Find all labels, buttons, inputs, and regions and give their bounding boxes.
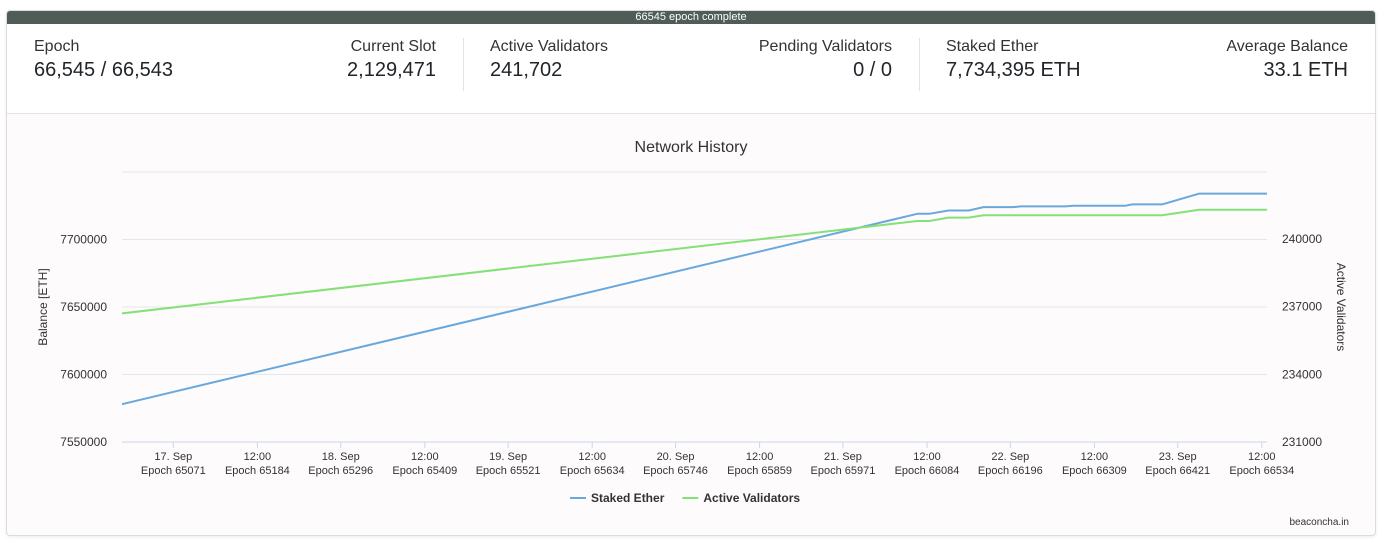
x-tick-label: 12:00 [578, 451, 606, 463]
series-line-active-validators[interactable] [121, 208, 1267, 315]
chart-title: Network History [635, 139, 748, 156]
legend-item-label[interactable]: Active Validators [703, 491, 800, 505]
x-tick-epoch-label: Epoch 65409 [392, 465, 457, 477]
stat-staked-ether-value: 7,734,395 ETH [946, 59, 1081, 81]
y2-axis-label: Active Validators [1334, 263, 1348, 351]
x-tick-label: 21. Sep [824, 451, 862, 463]
x-tick-epoch-label: Epoch 66309 [1062, 465, 1127, 477]
network-history-chart[interactable]: Network History 7550000 7600000 7650000 770… [7, 114, 1375, 535]
y-tick-label: 7650000 [60, 300, 107, 314]
x-tick-label: 12:00 [411, 451, 439, 463]
x-tick-label: 22. Sep [991, 451, 1029, 463]
stat-current-slot-label: Current Slot [350, 38, 436, 55]
x-tick-label: 12:00 [1081, 451, 1109, 463]
stat-epoch-label: Epoch [34, 38, 80, 55]
y2-tick-label: 234000 [1282, 367, 1322, 381]
stat-average-balance: Average Balance 33.1 ETH [1226, 24, 1348, 113]
stat-current-slot-value: 2,129,471 [347, 59, 436, 81]
stat-pending-validators: Pending Validators 0 / 0 [759, 24, 892, 113]
x-tick-label: 20. Sep [657, 451, 695, 463]
x-tick-epoch-label: Epoch 66421 [1145, 465, 1210, 477]
x-tick-label: 17. Sep [154, 451, 192, 463]
x-tick-label: 12:00 [244, 451, 272, 463]
chart-legend: Staked Ether Active Validators [570, 491, 800, 505]
x-axis-ticks: 17. Sep Epoch 65071 12:00 Epoch 65184 18. Se… [141, 442, 1294, 477]
stat-staked-ether-label: Staked Ether [946, 38, 1039, 55]
x-tick-epoch-label: Epoch 65296 [308, 465, 373, 477]
x-tick-label: 12:00 [913, 451, 941, 463]
y-tick-label: 7700000 [60, 233, 107, 247]
stat-pending-validators-value: 0 / 0 [853, 59, 892, 81]
stat-active-validators: Active Validators 241,702 [490, 24, 608, 113]
x-tick-label: 18. Sep [322, 451, 360, 463]
x-tick-epoch-label: Epoch 65859 [727, 465, 792, 477]
network-history-chart-area: Network History 7550000 7600000 7650000 770… [7, 114, 1375, 535]
stat-active-validators-label: Active Validators [490, 38, 608, 55]
x-tick-label: 12:00 [746, 451, 774, 463]
y2-tick-label: 237000 [1282, 300, 1322, 314]
y-axis-ticks: 7550000 7600000 7650000 7700000 [60, 233, 107, 450]
y2-tick-label: 240000 [1282, 232, 1322, 246]
x-tick-label: 23. Sep [1159, 451, 1197, 463]
y-tick-label: 7550000 [60, 435, 107, 449]
x-tick-label: 19. Sep [489, 451, 527, 463]
stats-group-epoch: Epoch 66,545 / 66,543 Current Slot 2,129… [7, 24, 463, 113]
stats-bar: Epoch 66,545 / 66,543 Current Slot 2,129… [7, 24, 1375, 114]
stat-epoch-value: 66,545 / 66,543 [34, 59, 174, 81]
network-card: 66545 epoch complete Epoch 66,545 / 66,5… [6, 10, 1376, 536]
stat-staked-ether: Staked Ether 7,734,395 ETH [946, 24, 1081, 113]
stat-current-slot: Current Slot 2,129,471 [347, 24, 436, 113]
x-tick-epoch-label: Epoch 66084 [895, 465, 960, 477]
credit-label[interactable]: beaconcha.in [1290, 517, 1350, 528]
chart-gridlines [122, 171, 1267, 443]
x-tick-epoch-label: Epoch 65746 [643, 465, 708, 477]
stat-epoch: Epoch 66,545 / 66,543 [34, 24, 173, 113]
series-line-staked-ether[interactable] [121, 192, 1267, 406]
x-tick-epoch-label: Epoch 65634 [560, 465, 625, 477]
y-tick-label: 7600000 [60, 368, 107, 382]
x-tick-epoch-label: Epoch 65071 [141, 465, 206, 477]
chart-series-layer [121, 192, 1267, 406]
stats-group-ether: Staked Ether 7,734,395 ETH Average Balan… [919, 24, 1375, 113]
stat-average-balance-value: 33.1 ETH [1263, 59, 1348, 81]
epoch-complete-banner: 66545 epoch complete [7, 11, 1375, 24]
x-tick-epoch-label: Epoch 66196 [978, 465, 1043, 477]
y2-tick-label: 231000 [1282, 435, 1322, 449]
x-tick-epoch-label: Epoch 65971 [811, 465, 876, 477]
stat-average-balance-label: Average Balance [1226, 38, 1348, 55]
stat-pending-validators-label: Pending Validators [758, 38, 892, 55]
y-axis-label: Balance [ETH] [36, 268, 50, 345]
x-tick-epoch-label: Epoch 65184 [225, 465, 290, 477]
x-tick-epoch-label: Epoch 66534 [1229, 465, 1294, 477]
legend-item-label[interactable]: Staked Ether [591, 491, 665, 505]
x-tick-epoch-label: Epoch 65521 [476, 465, 541, 477]
x-tick-label: 12:00 [1248, 451, 1276, 463]
stats-group-validators: Active Validators 241,702 Pending Valida… [463, 24, 919, 113]
stat-active-validators-value: 241,702 [490, 59, 563, 81]
y2-axis-ticks: 231000 234000 237000 240000 [1282, 232, 1322, 449]
